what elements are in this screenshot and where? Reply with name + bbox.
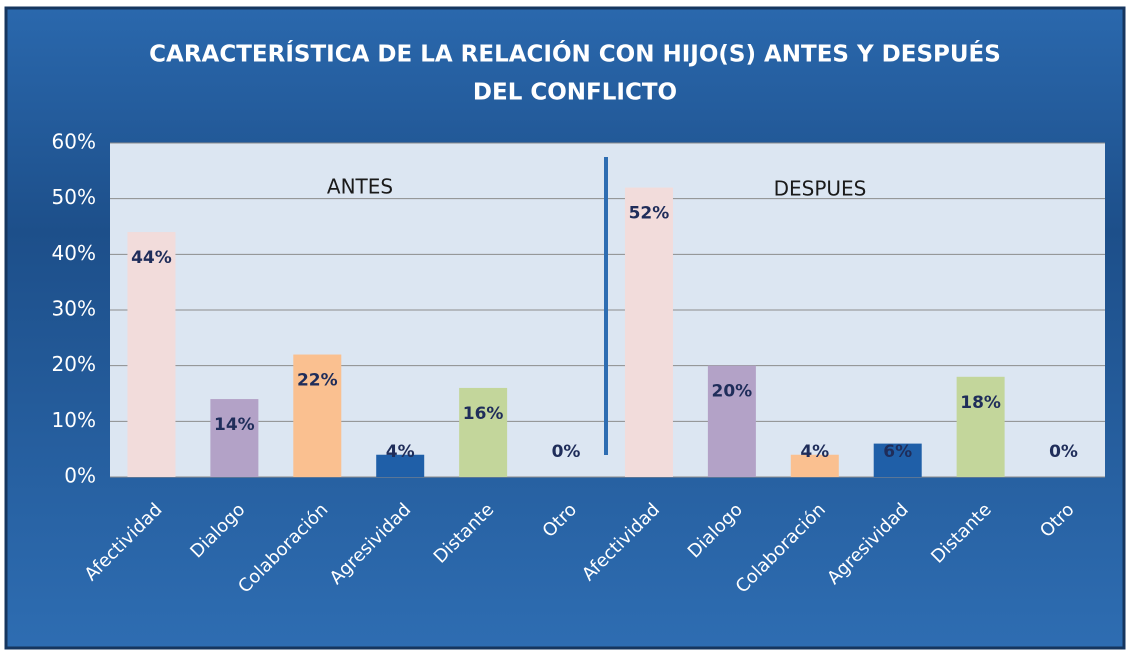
bar [873,443,922,477]
bar [790,454,839,477]
value-label: 0% [1049,442,1078,462]
chart-title: CARACTERÍSTICA DE LA RELACIÓN CON HIJO(S… [149,40,1001,68]
y-tick-label: 10% [52,408,96,432]
value-label: 0% [552,442,581,462]
value-label: 6% [883,442,912,462]
chart-title: DEL CONFLICTO [473,80,677,106]
y-tick-label: 40% [52,241,96,265]
value-label: 4% [800,442,829,462]
bar [707,365,756,477]
bar [376,454,425,477]
bar [127,232,176,477]
annotation: ANTES [327,175,393,199]
annotation: DESPUES [774,177,867,201]
value-label: 18% [960,393,1001,413]
y-tick-label: 60% [52,130,96,154]
y-tick-label: 20% [52,352,96,376]
value-label: 4% [386,442,415,462]
bar [293,354,342,477]
y-tick-label: 50% [52,185,96,209]
value-label: 16% [463,404,504,424]
value-label: 22% [297,371,338,391]
bar [956,376,1005,477]
y-tick-label: 30% [52,297,96,321]
y-tick-label: 0% [64,464,96,488]
value-label: 52% [629,204,670,224]
value-label: 20% [712,382,753,402]
value-label: 44% [131,248,172,268]
bar [210,399,259,477]
bar [624,187,673,478]
bar [459,387,508,477]
value-label: 14% [214,415,255,435]
